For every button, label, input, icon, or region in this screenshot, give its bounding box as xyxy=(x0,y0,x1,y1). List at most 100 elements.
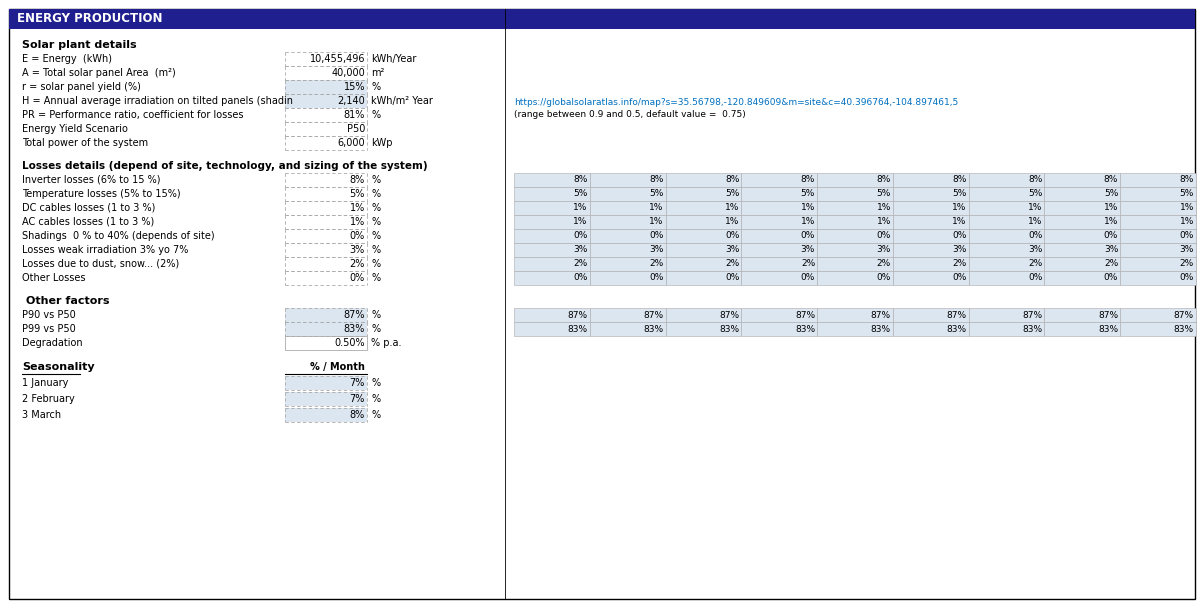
Text: 2%: 2% xyxy=(1028,260,1043,269)
Text: 8%: 8% xyxy=(349,175,365,185)
Bar xyxy=(666,215,742,229)
Bar xyxy=(514,243,590,257)
Bar xyxy=(818,322,893,336)
Text: A = Total solar panel Area  (m²): A = Total solar panel Area (m²) xyxy=(22,68,176,78)
Text: DC cables losses (1 to 3 %): DC cables losses (1 to 3 %) xyxy=(22,203,155,213)
Text: 3%: 3% xyxy=(952,246,967,255)
Bar xyxy=(285,229,367,243)
Text: E = Energy  (kWh): E = Energy (kWh) xyxy=(22,54,112,64)
Bar xyxy=(893,308,969,322)
Bar xyxy=(514,187,590,201)
Text: %: % xyxy=(371,378,380,388)
Bar xyxy=(1044,308,1120,322)
Text: kWh/m² Year: kWh/m² Year xyxy=(371,96,433,106)
Text: (range between 0.9 and 0.5, default value =  0.75): (range between 0.9 and 0.5, default valu… xyxy=(514,110,745,119)
Bar xyxy=(590,187,666,201)
Text: 1%: 1% xyxy=(952,218,967,227)
Text: 1%: 1% xyxy=(349,217,365,227)
Bar xyxy=(818,173,893,187)
Text: 83%: 83% xyxy=(643,325,663,334)
Text: P90 vs P50: P90 vs P50 xyxy=(22,310,76,320)
Text: 1%: 1% xyxy=(1104,218,1119,227)
Bar xyxy=(742,187,818,201)
Text: 0%: 0% xyxy=(1180,274,1194,283)
Text: ENERGY PRODUCTION: ENERGY PRODUCTION xyxy=(17,13,163,26)
Text: 7%: 7% xyxy=(349,394,365,404)
Text: 2%: 2% xyxy=(649,260,663,269)
Bar xyxy=(742,257,818,271)
Text: 87%: 87% xyxy=(343,310,365,320)
Text: Losses due to dust, snow... (2%): Losses due to dust, snow... (2%) xyxy=(22,259,179,269)
Bar xyxy=(893,215,969,229)
Text: 83%: 83% xyxy=(719,325,739,334)
Text: 1%: 1% xyxy=(649,204,663,213)
Text: 87%: 87% xyxy=(1022,311,1043,319)
Text: 87%: 87% xyxy=(1174,311,1194,319)
Bar xyxy=(1044,173,1120,187)
Bar xyxy=(1120,243,1196,257)
Text: 0%: 0% xyxy=(573,232,588,241)
Bar xyxy=(893,201,969,215)
Bar xyxy=(742,271,818,285)
Text: Inverter losses (6% to 15 %): Inverter losses (6% to 15 %) xyxy=(22,175,160,185)
Text: 2%: 2% xyxy=(573,260,588,269)
Bar xyxy=(742,215,818,229)
Text: 5%: 5% xyxy=(877,190,891,198)
Bar xyxy=(893,243,969,257)
Text: 3 March: 3 March xyxy=(22,410,61,420)
Bar xyxy=(285,94,367,108)
Bar xyxy=(1120,308,1196,322)
Bar xyxy=(285,122,367,136)
Text: kWp: kWp xyxy=(371,138,393,148)
Text: 8%: 8% xyxy=(649,176,663,184)
Text: 83%: 83% xyxy=(1022,325,1043,334)
Text: 5%: 5% xyxy=(1180,190,1194,198)
Bar xyxy=(285,80,367,94)
Bar xyxy=(742,201,818,215)
Bar xyxy=(590,215,666,229)
Text: %: % xyxy=(371,310,380,320)
Text: 0%: 0% xyxy=(349,273,365,283)
Bar xyxy=(818,229,893,243)
Text: 2 February: 2 February xyxy=(22,394,75,404)
Text: %: % xyxy=(371,189,380,199)
Text: kWh/Year: kWh/Year xyxy=(371,54,417,64)
Text: 0%: 0% xyxy=(1104,274,1119,283)
Text: 5%: 5% xyxy=(1028,190,1043,198)
Bar xyxy=(1120,229,1196,243)
Text: P50: P50 xyxy=(347,124,365,134)
Text: 3%: 3% xyxy=(349,245,365,255)
Bar xyxy=(285,243,367,257)
Text: 1%: 1% xyxy=(1180,204,1194,213)
Text: 8%: 8% xyxy=(877,176,891,184)
Text: 5%: 5% xyxy=(1104,190,1119,198)
Text: 83%: 83% xyxy=(1098,325,1119,334)
Text: 3%: 3% xyxy=(1104,246,1119,255)
Bar xyxy=(969,271,1044,285)
Text: r = solar panel yield (%): r = solar panel yield (%) xyxy=(22,82,141,92)
Text: 0%: 0% xyxy=(877,232,891,241)
Text: 0%: 0% xyxy=(649,232,663,241)
Text: 0%: 0% xyxy=(952,274,967,283)
Text: %: % xyxy=(371,394,380,404)
Text: 3%: 3% xyxy=(1028,246,1043,255)
Text: 1%: 1% xyxy=(1028,218,1043,227)
Text: 1%: 1% xyxy=(801,204,815,213)
Text: 1%: 1% xyxy=(349,203,365,213)
Text: 8%: 8% xyxy=(573,176,588,184)
Text: 0%: 0% xyxy=(801,274,815,283)
Text: %: % xyxy=(371,259,380,269)
Text: %: % xyxy=(371,410,380,420)
Bar xyxy=(818,187,893,201)
Text: Total power of the system: Total power of the system xyxy=(22,138,148,148)
Text: 0%: 0% xyxy=(1028,274,1043,283)
Bar xyxy=(969,229,1044,243)
Text: Seasonality: Seasonality xyxy=(22,362,95,372)
Text: 1%: 1% xyxy=(649,218,663,227)
Text: 1%: 1% xyxy=(725,218,739,227)
Bar xyxy=(1120,215,1196,229)
Bar xyxy=(666,271,742,285)
Bar xyxy=(590,201,666,215)
Bar xyxy=(893,187,969,201)
Text: %: % xyxy=(371,217,380,227)
